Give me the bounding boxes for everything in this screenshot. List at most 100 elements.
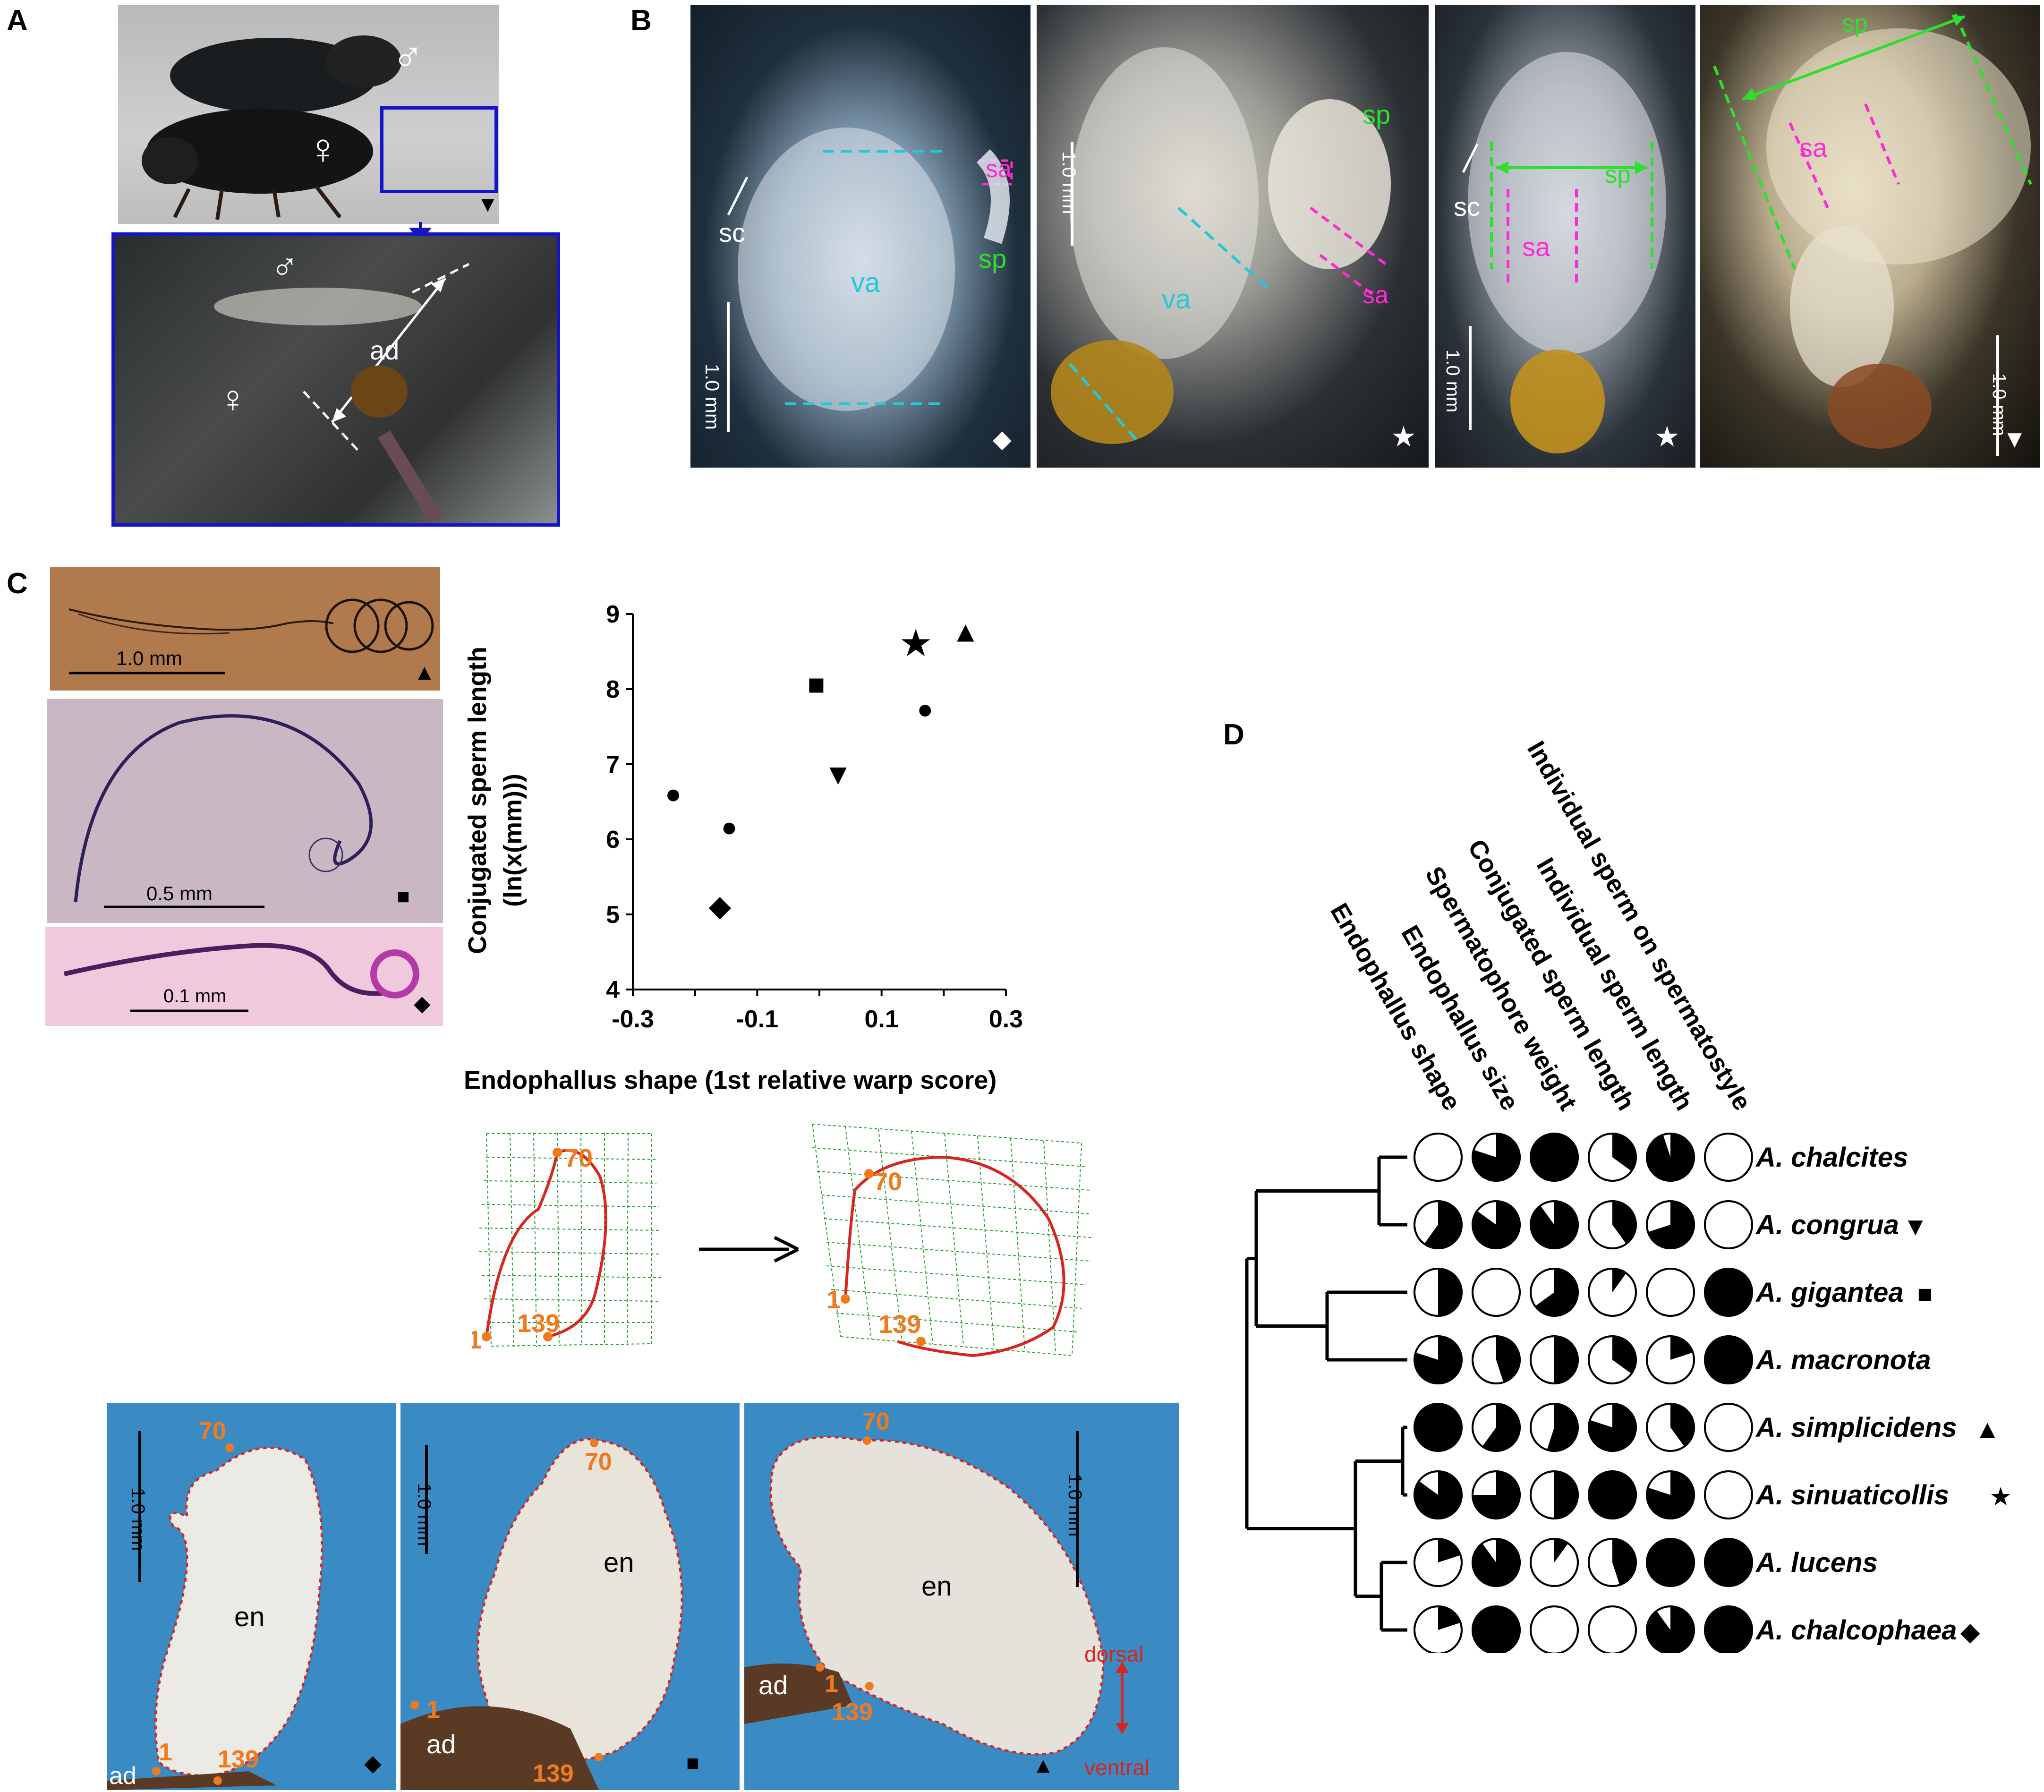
sc-label: sc bbox=[719, 218, 745, 247]
warp-left-label-139: 139 bbox=[517, 1309, 560, 1338]
panel-label-a: A bbox=[7, 4, 28, 37]
pie-outline bbox=[1414, 1268, 1463, 1317]
ad-label: ad bbox=[426, 1729, 456, 1759]
pie-slice bbox=[1473, 1471, 1520, 1519]
pie-slice bbox=[1647, 1471, 1694, 1519]
marker-triangle-down: ▼ bbox=[2002, 426, 2027, 453]
pie-chart bbox=[1472, 1133, 1521, 1182]
warp-left-label-1: 1 bbox=[472, 1326, 482, 1354]
data-point: ▲ bbox=[951, 616, 980, 649]
pie-outline bbox=[1588, 1335, 1637, 1384]
species-name: A. chalcophaea bbox=[1755, 1615, 1957, 1646]
pie-slice bbox=[1531, 1201, 1578, 1248]
pie-slice bbox=[1647, 1539, 1694, 1586]
pie-outline bbox=[1588, 1133, 1637, 1182]
marker-triangle-up: ▲ bbox=[414, 660, 435, 684]
pie-outline bbox=[1646, 1335, 1695, 1384]
label-70: 70 bbox=[199, 1417, 226, 1445]
pie-chart bbox=[1414, 1335, 1463, 1384]
beetle-mating-photo: ♂ ♀ ▼ bbox=[118, 5, 499, 224]
pie-slice bbox=[1612, 1539, 1636, 1585]
pie-outline bbox=[1646, 1133, 1695, 1182]
pie-outline bbox=[1414, 1335, 1463, 1384]
pie-slice bbox=[1414, 1404, 1462, 1451]
pie-slice bbox=[1647, 1606, 1694, 1654]
pie-outline bbox=[1414, 1538, 1463, 1587]
pie-outline bbox=[1588, 1538, 1637, 1587]
pie-outline bbox=[1704, 1133, 1753, 1182]
pie-chart bbox=[1530, 1470, 1579, 1519]
pie-slice bbox=[1554, 1471, 1578, 1519]
pie-slice bbox=[1473, 1539, 1520, 1587]
pie-chart bbox=[1646, 1403, 1695, 1452]
sa-label: sa bbox=[1363, 282, 1388, 309]
pie-slice bbox=[1705, 1336, 1752, 1383]
pie-chart bbox=[1704, 1403, 1753, 1452]
axes: 4 5 6 7 8 9 -0.3 -0.1 0.1 0.3 bbox=[606, 601, 1023, 1033]
species-marker: ▲ bbox=[1975, 1415, 2000, 1443]
pie-slice bbox=[1438, 1539, 1461, 1562]
data-point: ◆ bbox=[708, 890, 731, 922]
pie-slice bbox=[1554, 1336, 1578, 1383]
pie-chart bbox=[1530, 1268, 1579, 1317]
pie-outline bbox=[1704, 1335, 1753, 1384]
pie-outline bbox=[1530, 1403, 1579, 1452]
sc-label: sc bbox=[1454, 192, 1480, 222]
zoomed-mating-photo: ♂ ♀ ad bbox=[111, 232, 560, 527]
pie-slice bbox=[1589, 1471, 1636, 1519]
sperm-3-marks bbox=[63, 943, 419, 1012]
sperm-photo-1: 1.0 mm ▲ bbox=[50, 567, 440, 691]
marker-square: ■ bbox=[686, 1750, 699, 1775]
genitalia-photo-3: sc sp sa 1.0 mm ★ bbox=[1435, 5, 1695, 468]
phylogenetic-tree bbox=[1245, 1155, 1407, 1632]
label-1: 1 bbox=[825, 1670, 838, 1698]
pie-slice bbox=[1670, 1336, 1693, 1360]
pie-chart bbox=[1472, 1268, 1521, 1317]
pie-outline bbox=[1472, 1200, 1521, 1249]
marker-star: ★ bbox=[1391, 421, 1416, 452]
pie-chart bbox=[1588, 1133, 1637, 1182]
pie-slice bbox=[1424, 1201, 1462, 1248]
pie-chart bbox=[1414, 1538, 1463, 1587]
species-marker: ■ bbox=[1917, 1280, 1933, 1308]
scale-label: 1.0 mm bbox=[128, 1488, 148, 1551]
pie-slice bbox=[1473, 1606, 1520, 1654]
marker-star: ★ bbox=[1654, 421, 1680, 452]
dorsal-label: dorsal bbox=[1084, 1642, 1144, 1666]
scale-label: 0.5 mm bbox=[146, 882, 213, 905]
pie-outline bbox=[1530, 1538, 1579, 1587]
species-name: A. simplicidens bbox=[1755, 1412, 1957, 1443]
data-point: ★ bbox=[899, 622, 933, 664]
pie-chart bbox=[1588, 1268, 1637, 1317]
pie-slice bbox=[1438, 1606, 1461, 1630]
data-point: ▼ bbox=[824, 759, 852, 791]
pie-chart bbox=[1588, 1335, 1637, 1384]
species-name: A. lucens bbox=[1755, 1547, 1878, 1578]
pie-chart bbox=[1530, 1200, 1579, 1249]
zoom-box bbox=[380, 106, 498, 193]
species-name: A. chalcites bbox=[1755, 1142, 1908, 1173]
pie-slice bbox=[1612, 1201, 1636, 1244]
pie-outline bbox=[1414, 1200, 1463, 1249]
pie-outline bbox=[1704, 1268, 1753, 1317]
pie-chart bbox=[1646, 1133, 1695, 1182]
pie-chart bbox=[1646, 1538, 1695, 1587]
pie-slice bbox=[1705, 1539, 1752, 1586]
species-name: A. gigantea bbox=[1755, 1277, 1904, 1308]
endophallus-photo-3: 70 1.0 mm en dorsal ventral 1 139 ad ▲ bbox=[744, 1403, 1179, 1790]
label-139: 139 bbox=[218, 1746, 259, 1773]
scatter-svg: 4 5 6 7 8 9 -0.3 -0.1 0.1 0.3 ● ● ◆ ■ ▼ ★ ● ▲ bbox=[606, 601, 1023, 1033]
scale-label: 1.0 mm bbox=[1442, 350, 1463, 413]
marker-diamond: ◆ bbox=[364, 1751, 382, 1776]
scale-label: 1.0 mm bbox=[1058, 151, 1079, 214]
label-1: 1 bbox=[159, 1739, 172, 1766]
pie-slice bbox=[1482, 1404, 1520, 1451]
pie-chart bbox=[1646, 1335, 1695, 1384]
pie-chart bbox=[1588, 1538, 1637, 1587]
pie-outline bbox=[1588, 1200, 1637, 1249]
outline-right bbox=[844, 1155, 1065, 1357]
pie-slice bbox=[1612, 1269, 1627, 1292]
pie-outline bbox=[1530, 1133, 1579, 1182]
panel-label-b: B bbox=[630, 4, 652, 37]
label-70: 70 bbox=[585, 1448, 612, 1476]
